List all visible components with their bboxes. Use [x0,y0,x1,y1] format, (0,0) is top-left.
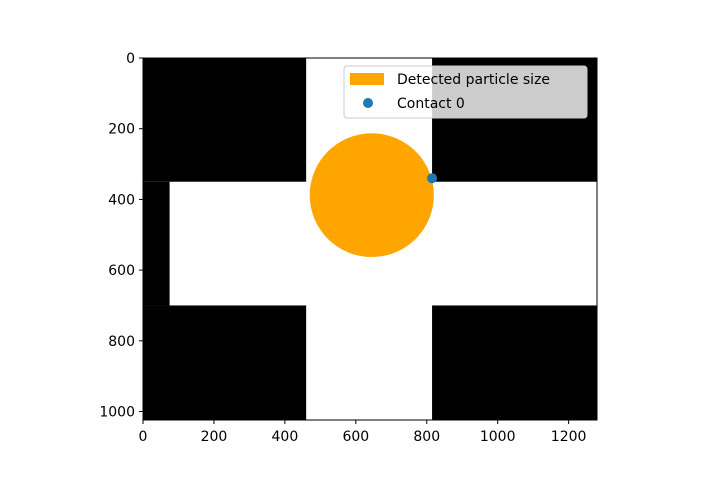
x-tick-label: 800 [413,429,440,445]
legend-swatch-patch [350,73,384,85]
y-tick-label: 0 [126,51,135,67]
x-tick-label: 0 [139,429,148,445]
legend-box [343,65,588,119]
chart-marks [309,133,438,258]
axes-frame [142,57,598,421]
y-tick-label: 1000 [99,405,135,421]
legend-swatch-marker [363,98,373,108]
x-tick-label: 400 [272,429,299,445]
detected-particle-circle [309,133,434,258]
y-tick-label: 200 [108,122,135,138]
x-tick-label: 1200 [551,429,587,445]
mask-black-region [432,305,597,420]
y-tick-label: 800 [108,334,135,350]
legend-label: Detected particle size [397,72,550,88]
mask-black-region [143,305,307,420]
x-tick-label: 1000 [480,429,516,445]
legend-label: Contact 0 [397,96,465,112]
y-tick-label: 400 [108,192,135,208]
contact-point [427,173,438,184]
mask-black-region [143,58,307,182]
legend: Detected particle size Contact 0 [343,65,588,119]
x-tick-label: 600 [342,429,369,445]
mask-black-region [143,181,170,306]
axis-ticks: 0 200 400 600 800 1000 1200 0 200 400 600 800 1000 [99,51,586,445]
x-tick-label: 200 [201,429,228,445]
y-tick-label: 600 [108,263,135,279]
